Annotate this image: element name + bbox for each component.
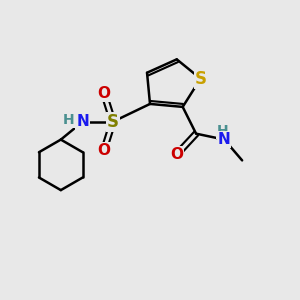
Text: H: H: [63, 113, 75, 127]
Text: N: N: [76, 114, 89, 129]
Text: N: N: [218, 132, 231, 147]
Text: S: S: [107, 113, 119, 131]
Text: O: O: [98, 142, 110, 158]
Text: S: S: [194, 70, 206, 88]
Text: O: O: [170, 147, 183, 162]
Text: O: O: [98, 86, 110, 101]
Text: H: H: [217, 124, 229, 138]
